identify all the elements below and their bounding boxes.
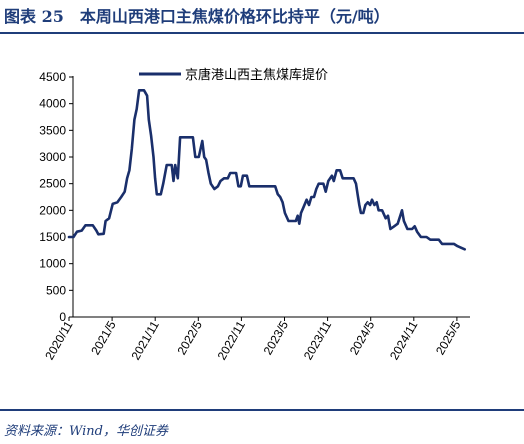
y-tick-label: 4000	[39, 97, 66, 111]
legend-label: 京唐港山西主焦煤库提价	[185, 67, 328, 83]
x-tick-label: 2021/11	[128, 318, 162, 362]
y-tick-label: 3500	[39, 123, 66, 137]
y-axis: 0 500 1000 1500 2000 2500 3000 3500 4000 4500	[39, 70, 74, 324]
y-tick-label: 0	[59, 310, 66, 324]
x-tick-label: 2022/5	[174, 318, 205, 357]
source-note: 资料来源：Wind，华创证券	[4, 424, 168, 439]
x-tick-label: 2023/11	[301, 318, 335, 362]
y-tick-label: 500	[46, 283, 66, 297]
y-tick-label: 1500	[39, 230, 66, 244]
x-tick-label: 2025/5	[433, 318, 464, 357]
y-tick-label: 1000	[39, 257, 66, 271]
y-tick-label: 2000	[39, 203, 66, 217]
source-rule	[0, 409, 524, 411]
y-tick-label: 4500	[39, 70, 66, 84]
y-tick-label: 3000	[39, 150, 66, 164]
title-rule	[0, 32, 524, 34]
x-tick-label: 2023/5	[261, 318, 292, 357]
legend: 京唐港山西主焦煤库提价	[139, 67, 328, 83]
y-tick-label: 2500	[39, 177, 66, 191]
x-tick-label: 2022/11	[215, 318, 249, 362]
x-tick-label: 2024/11	[387, 318, 421, 362]
series-layer	[67, 89, 466, 251]
line-chart: 京唐港山西主焦煤库提价 0 500 1000 1500 2000 2500 3000 3500…	[39, 67, 470, 362]
chart-title: 图表 25 本周山西港口主焦煤价格环比持平（元/吨）	[4, 7, 390, 26]
x-tick-label: 2020/11	[42, 318, 76, 362]
x-tick-label: 2021/5	[88, 318, 119, 357]
x-tick-label: 2024/5	[347, 318, 378, 357]
x-axis: 2020/11 2021/5 2021/11 2022/5 2022/11 2023/5 2…	[42, 316, 470, 362]
series-line	[67, 89, 466, 251]
